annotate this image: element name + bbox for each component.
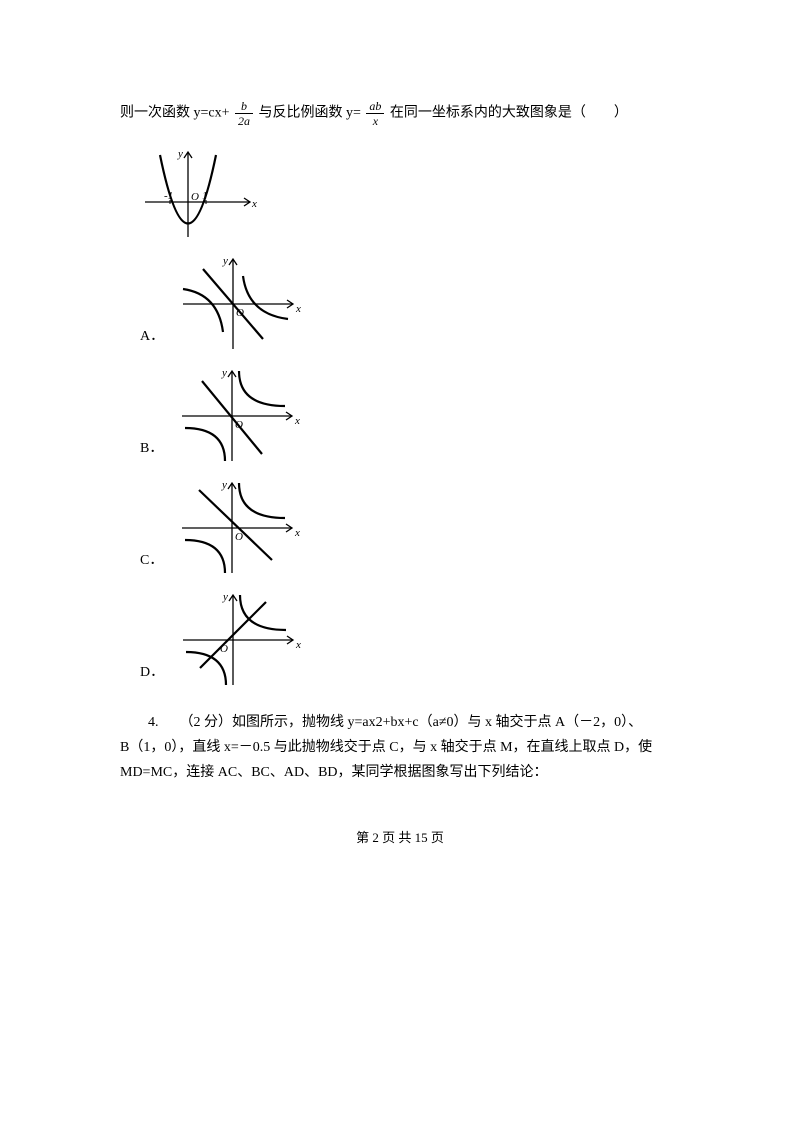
origin-label: O: [191, 191, 199, 203]
option-a-label: A．: [140, 324, 164, 354]
q3-suffix: 在同一坐标系内的大致图象是（ ）: [390, 106, 628, 121]
svg-text:x: x: [294, 415, 300, 427]
option-d-row: D． x y O: [120, 590, 680, 690]
svg-text:x: x: [294, 527, 300, 539]
svg-text:x: x: [295, 303, 301, 315]
fraction-b-over-2a: b 2a: [235, 100, 253, 127]
svg-text:O: O: [236, 307, 244, 319]
svg-text:y: y: [221, 479, 227, 491]
svg-text:O: O: [220, 643, 228, 655]
question4-line2: B（1，0），直线 x=－0.5 与此抛物线交于点 C，与 x 轴交于点 M，在…: [120, 735, 680, 760]
option-c-graph: x y O: [177, 478, 302, 578]
svg-text:y: y: [222, 591, 228, 603]
option-c-row: C． x y O: [120, 478, 680, 578]
question4-line1: 4. （2 分）如图所示，抛物线 y=ax2+bx+c（a≠0）与 x 轴交于点…: [120, 710, 680, 735]
option-d-graph: x y O: [178, 590, 303, 690]
svg-text:O: O: [235, 419, 243, 431]
fraction-ab-over-x: ab x: [366, 100, 384, 127]
y-axis-label: y: [177, 148, 183, 160]
page-footer: 第 2 页 共 15 页: [120, 826, 680, 849]
question3-text: 则一次函数 y=cx+ b 2a 与反比例函数 y= ab x 在同一坐标系内的…: [120, 100, 680, 127]
tick-pos-1: 1: [202, 190, 208, 202]
tick-neg-1: -1: [164, 190, 173, 202]
svg-text:y: y: [222, 255, 228, 267]
option-b-label: B．: [140, 436, 163, 466]
svg-text:x: x: [295, 639, 301, 651]
option-c-label: C．: [140, 548, 163, 578]
question4-line3: MD=MC，连接 AC、BC、AD、BD，某同学根据图象写出下列结论：: [120, 760, 680, 785]
parabola-graph: x y O -1 1: [140, 147, 260, 242]
q3-mid: 与反比例函数 y=: [259, 106, 365, 121]
stem-graph-row: x y O -1 1: [120, 147, 680, 242]
svg-text:O: O: [235, 531, 243, 543]
option-b-graph: x y O: [177, 366, 302, 466]
option-b-row: B． x y O: [120, 366, 680, 466]
q3-prefix: 则一次函数 y=cx+: [120, 106, 233, 121]
x-axis-label: x: [251, 198, 257, 210]
svg-text:y: y: [221, 367, 227, 379]
option-a-row: A． x y O: [120, 254, 680, 354]
option-d-label: D．: [140, 660, 164, 690]
option-a-graph: x y O: [178, 254, 303, 354]
